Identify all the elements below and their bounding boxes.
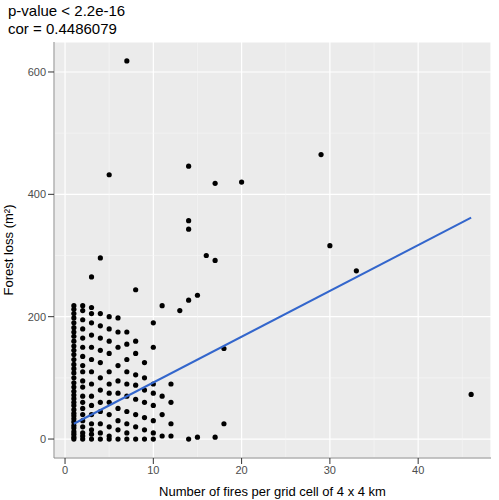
svg-text:Number of fires per grid cell: Number of fires per grid cell of 4 x 4 k… [159,484,386,499]
html-text:p-value < 2.2e-16: p-value < 2.2e-16 [8,2,126,19]
svg-text:40: 40 [412,464,424,476]
svg-text:Forest loss (m²): Forest loss (m²) [8,205,16,296]
svg-text:0: 0 [62,464,68,476]
svg-text:600: 600 [28,66,46,78]
svg-text:0: 0 [40,433,46,445]
svg-text:200: 200 [28,311,46,323]
svg-text:10: 10 [147,464,159,476]
svg-text:20: 20 [235,464,247,476]
svg-text:30: 30 [324,464,336,476]
html-text:cor = 0.4486079: cor = 0.4486079 [8,20,117,37]
svg-text:400: 400 [28,188,46,200]
